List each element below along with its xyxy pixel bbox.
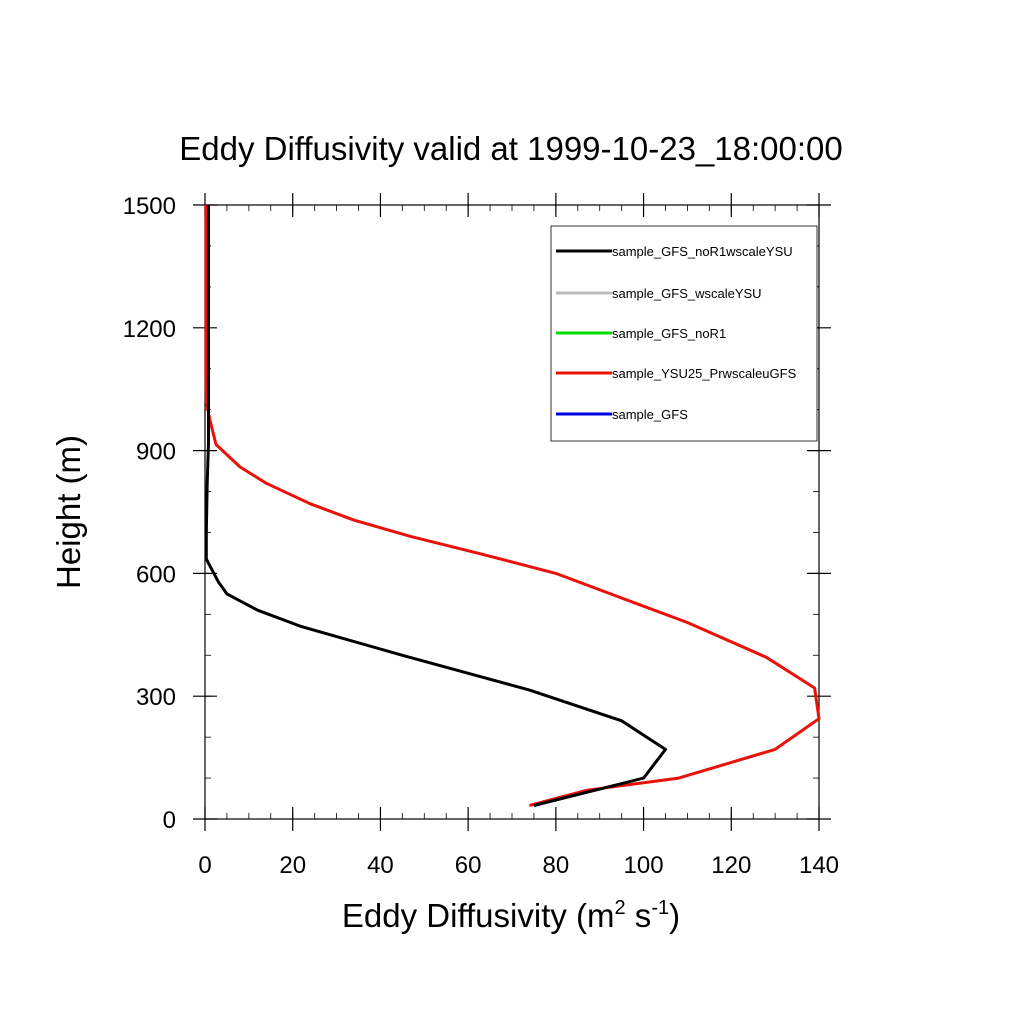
y-tick-label: 900 (136, 439, 176, 466)
x-tick-label: 120 (711, 852, 751, 879)
x-tick-label: 40 (367, 852, 394, 879)
y-tick-labels: 0 300 600 900 1200 1500 (123, 193, 176, 834)
y-tick-label: 600 (136, 561, 176, 588)
y-tick-label: 300 (136, 684, 176, 711)
y-tick-label: 0 (163, 807, 176, 834)
legend-entry: sample_GFS_wscaleYSU (612, 286, 762, 301)
x-tick-labels: 0 20 40 60 80 100 120 140 (198, 852, 839, 879)
major-ticks (193, 193, 831, 831)
chart-title: Eddy Diffusivity valid at 1999-10-23_18:… (179, 130, 842, 167)
y-tick-label: 1200 (123, 316, 176, 343)
legend-entry: sample_YSU25_PrwscaleuGFS (612, 366, 797, 381)
y-tick-label: 1500 (123, 193, 176, 220)
y-axis-label: Height (m) (50, 435, 87, 589)
x-tick-label: 140 (799, 852, 839, 879)
x-tick-label: 20 (279, 852, 306, 879)
legend-entry: sample_GFS (612, 407, 688, 422)
legend-entry: sample_GFS_noR1wscaleYSU (612, 244, 793, 259)
legend: sample_GFS_noR1wscaleYSU sample_GFS_wscal… (550, 225, 818, 442)
series-line (204, 205, 667, 807)
x-axis-label: Eddy Diffusivity (m2 s-1) (342, 897, 680, 934)
legend-entry: sample_GFS_noR1 (612, 326, 726, 341)
x-tick-label: 60 (455, 852, 482, 879)
x-tick-label: 0 (198, 852, 211, 879)
x-tick-label: 100 (624, 852, 664, 879)
x-tick-label: 80 (543, 852, 570, 879)
series-lines (204, 205, 821, 807)
